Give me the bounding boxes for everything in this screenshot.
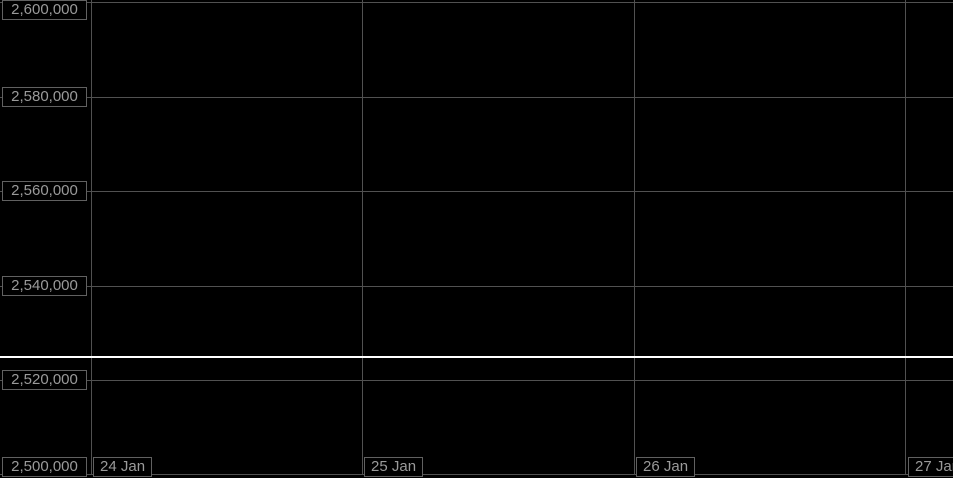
y-axis-label: 2,560,000 [2, 181, 87, 201]
horizontal-gridline [0, 191, 953, 192]
vertical-gridline [362, 0, 363, 475]
horizontal-gridline [0, 380, 953, 381]
x-axis-label: 26 Jan [636, 457, 696, 477]
horizontal-gridline [0, 97, 953, 98]
x-axis-label: 24 Jan [93, 457, 153, 477]
y-axis-label: 2,600,000 [2, 0, 87, 20]
y-axis-label: 2,500,000 [2, 457, 87, 477]
vertical-gridline [91, 0, 92, 475]
x-axis-label: 27 Jan [908, 457, 953, 477]
horizontal-gridline [0, 474, 953, 475]
horizontal-gridline [0, 2, 953, 3]
vertical-gridline [905, 0, 906, 475]
y-axis-label: 2,520,000 [2, 370, 87, 390]
vertical-gridline [634, 0, 635, 475]
horizontal-gridline [0, 286, 953, 287]
y-axis-label: 2,540,000 [2, 276, 87, 296]
price-line [0, 356, 953, 358]
y-axis-label: 2,580,000 [2, 87, 87, 107]
x-axis-label: 25 Jan [364, 457, 424, 477]
